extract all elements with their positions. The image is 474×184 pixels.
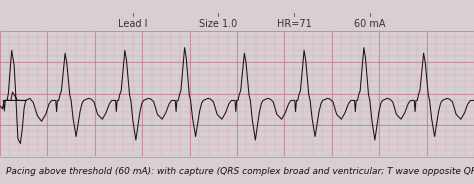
Text: Lead I: Lead I (118, 19, 147, 29)
Text: 60 mA: 60 mA (354, 19, 385, 29)
Text: Pacing above threshold (60 mA): with capture (QRS complex broad and ventricular;: Pacing above threshold (60 mA): with cap… (6, 167, 474, 176)
Text: Size 1.0: Size 1.0 (199, 19, 237, 29)
Text: HR=71: HR=71 (276, 19, 311, 29)
